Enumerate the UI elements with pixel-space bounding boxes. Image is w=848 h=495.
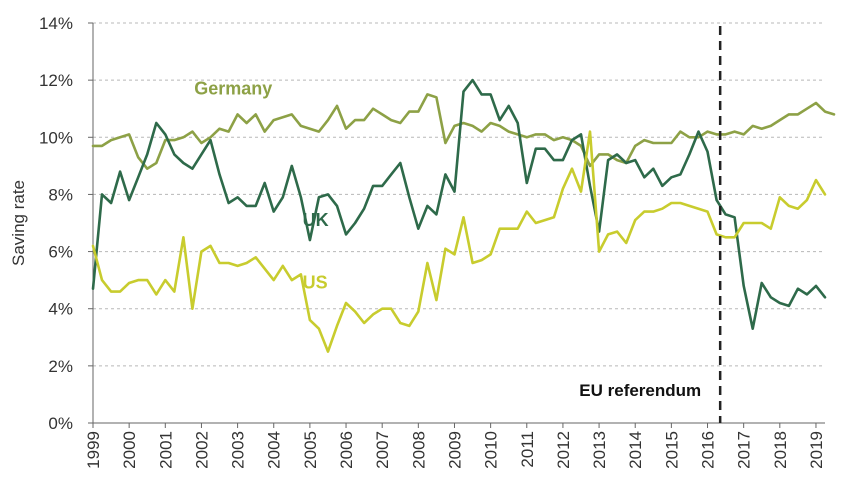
y-tick-label: 12% [39,71,73,90]
x-tick-label: 2018 [771,431,790,469]
x-tick-label: 2015 [662,431,681,469]
x-tick-label: 2010 [482,431,501,469]
x-tick-label: 2001 [156,431,175,469]
x-tick-label: 2006 [337,431,356,469]
series-line-germany [91,93,836,170]
y-tick-label: 10% [39,128,73,147]
axes [88,22,825,428]
referendum-label: EU referendum [579,381,701,400]
series-line-uk [91,78,827,331]
x-tick-label: 2008 [409,431,428,469]
x-tick-label: 2019 [807,431,826,469]
x-tick-label: 2009 [445,431,464,469]
series-label-germany: Germany [194,78,272,98]
x-tick-label: 2013 [590,431,609,469]
x-tick-label: 2016 [699,431,718,469]
series-label-us: US [303,273,328,293]
annotations: EU referendum [579,26,722,423]
y-tick-label: 2% [48,357,73,376]
x-tick-label: 2003 [229,431,248,469]
y-tick-label: 8% [48,185,73,204]
x-tick-label: 2005 [301,431,320,469]
x-tick-label: 2017 [735,431,754,469]
x-tick-label: 2012 [554,431,573,469]
series-lines [91,78,836,353]
x-tick-label: 2002 [192,431,211,469]
x-tick-label: 2004 [265,431,284,469]
series-labels: Germany UK US [194,78,328,292]
x-tick-label: 2011 [518,431,537,468]
x-tick-label: 1999 [84,431,103,469]
x-tick-label: 2000 [120,431,139,469]
x-tick-label: 2014 [626,431,645,469]
x-tick-label: 2007 [373,431,392,469]
y-tick-labels: 0% 2% 4% 6% 8% 10% 12% 14% [39,14,73,433]
x-tick-labels: 1999 2000 2001 2002 2003 2004 2005 2006 2007 2008… [84,431,826,469]
y-tick-label: 14% [39,14,73,33]
y-tick-label: 4% [48,300,73,319]
y-axis-title: Saving rate [9,180,28,266]
y-tick-label: 6% [48,243,73,262]
y-tick-label: 0% [48,414,73,433]
series-line-us [91,130,827,353]
series-label-uk: UK [303,210,329,230]
